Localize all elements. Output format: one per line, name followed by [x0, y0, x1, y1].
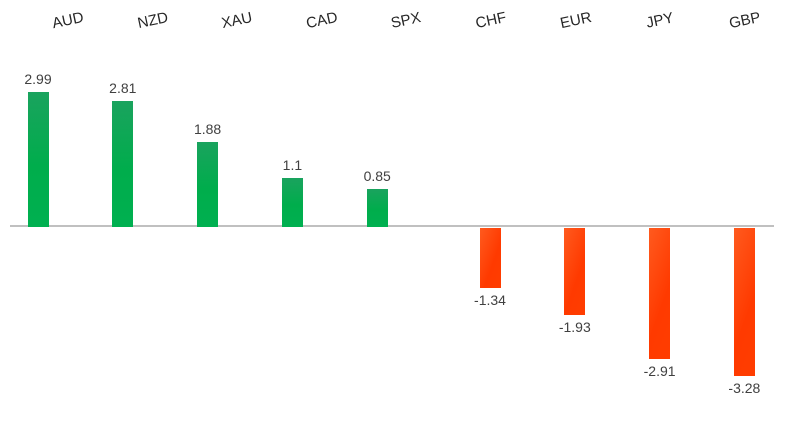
category-label: CHF — [474, 8, 508, 33]
value-label: 0.85 — [363, 167, 391, 184]
bar — [197, 142, 219, 227]
bar — [649, 228, 671, 359]
value-label: -1.93 — [558, 318, 591, 335]
bar — [479, 228, 501, 289]
value-label: -2.91 — [643, 362, 676, 379]
category-label: AUD — [50, 8, 86, 33]
value-label: 2.81 — [109, 79, 137, 96]
bar — [564, 228, 586, 315]
zero-axis-line — [10, 225, 774, 227]
value-label: 2.99 — [24, 71, 52, 88]
value-label: -3.28 — [728, 379, 761, 396]
bar — [366, 188, 388, 227]
bar — [281, 177, 303, 227]
bar — [733, 228, 755, 376]
category-label: NZD — [135, 8, 170, 33]
category-label: EUR — [558, 8, 593, 33]
bar — [112, 100, 134, 227]
category-label: CAD — [304, 8, 339, 33]
category-label: XAU — [220, 8, 254, 33]
value-label: -1.34 — [474, 292, 506, 309]
bar — [27, 92, 49, 227]
category-label: JPY — [644, 9, 676, 32]
value-label: 1.88 — [193, 121, 222, 138]
value-label: 1.1 — [282, 156, 303, 173]
category-label: GBP — [727, 8, 762, 33]
category-label: SPX — [389, 9, 423, 32]
